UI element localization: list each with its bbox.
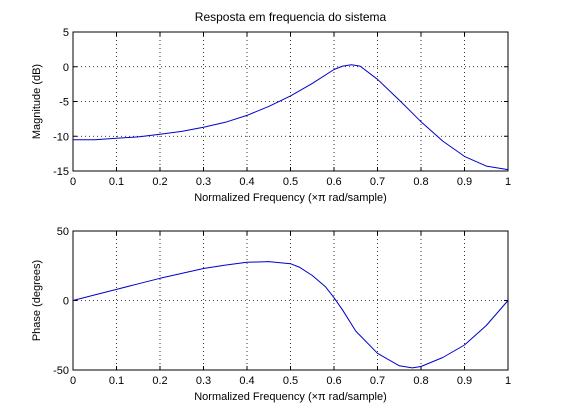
magnitude-x-tick-label: 0.8 [413, 176, 428, 188]
magnitude-x-tick-label: 0.2 [152, 176, 167, 188]
magnitude-y-axis-label: Magnitude (dB) [31, 64, 43, 139]
phase-x-tick-label: 0.9 [457, 375, 472, 387]
magnitude-x-axis-label: Normalized Frequency (×π rad/sample) [194, 192, 387, 204]
magnitude-y-tick-label: -15 [53, 166, 69, 178]
phase-axes-frame [72, 230, 509, 371]
phase-x-tick-label: 0.6 [326, 375, 341, 387]
phase-x-tick-label: 0.7 [370, 375, 385, 387]
magnitude-x-tick-label: 1 [505, 176, 511, 188]
phase-x-tick-label: 1 [505, 375, 511, 387]
figure-title: Resposta em frequencia do sistema [195, 10, 387, 24]
phase-x-tick-label: 0 [70, 375, 76, 387]
phase-x-tick-label: 0.3 [196, 375, 211, 387]
phase-x-tick-label: 0.5 [283, 375, 298, 387]
phase-y-axis-label: Phase (degrees) [31, 260, 43, 341]
phase-y-tick-label: 50 [57, 226, 69, 238]
magnitude-y-tick-label: -5 [59, 97, 69, 109]
phase-x-tick-label: 0.1 [109, 375, 124, 387]
magnitude-x-tick-label: 0.5 [283, 176, 298, 188]
phase-x-axis-label: Normalized Frequency (×π rad/sample) [194, 391, 387, 403]
phase-y-tick-label: 0 [63, 296, 69, 308]
magnitude-y-tick-label: -10 [53, 131, 69, 143]
magnitude-series-line [73, 64, 509, 171]
phase-x-tick-label: 0.2 [152, 375, 167, 387]
magnitude-axes-frame [72, 31, 509, 172]
phase-series-line [72, 261, 509, 369]
magnitude-x-tick-label: 0.4 [239, 176, 254, 188]
phase-x-tick-label: 0.4 [239, 375, 254, 387]
magnitude-x-tick-label: 0.9 [457, 176, 472, 188]
phase-x-tick-label: 0.8 [413, 375, 428, 387]
phase-y-tick-label: -50 [53, 365, 69, 377]
magnitude-x-tick-label: 0 [70, 176, 76, 188]
magnitude-x-tick-label: 0.6 [326, 176, 341, 188]
magnitude-y-tick-label: 0 [63, 62, 69, 74]
magnitude-x-tick-label: 0.1 [109, 176, 124, 188]
magnitude-x-tick-label: 0.7 [370, 176, 385, 188]
magnitude-x-tick-label: 0.3 [196, 176, 211, 188]
magnitude-y-tick-label: 5 [63, 27, 69, 39]
